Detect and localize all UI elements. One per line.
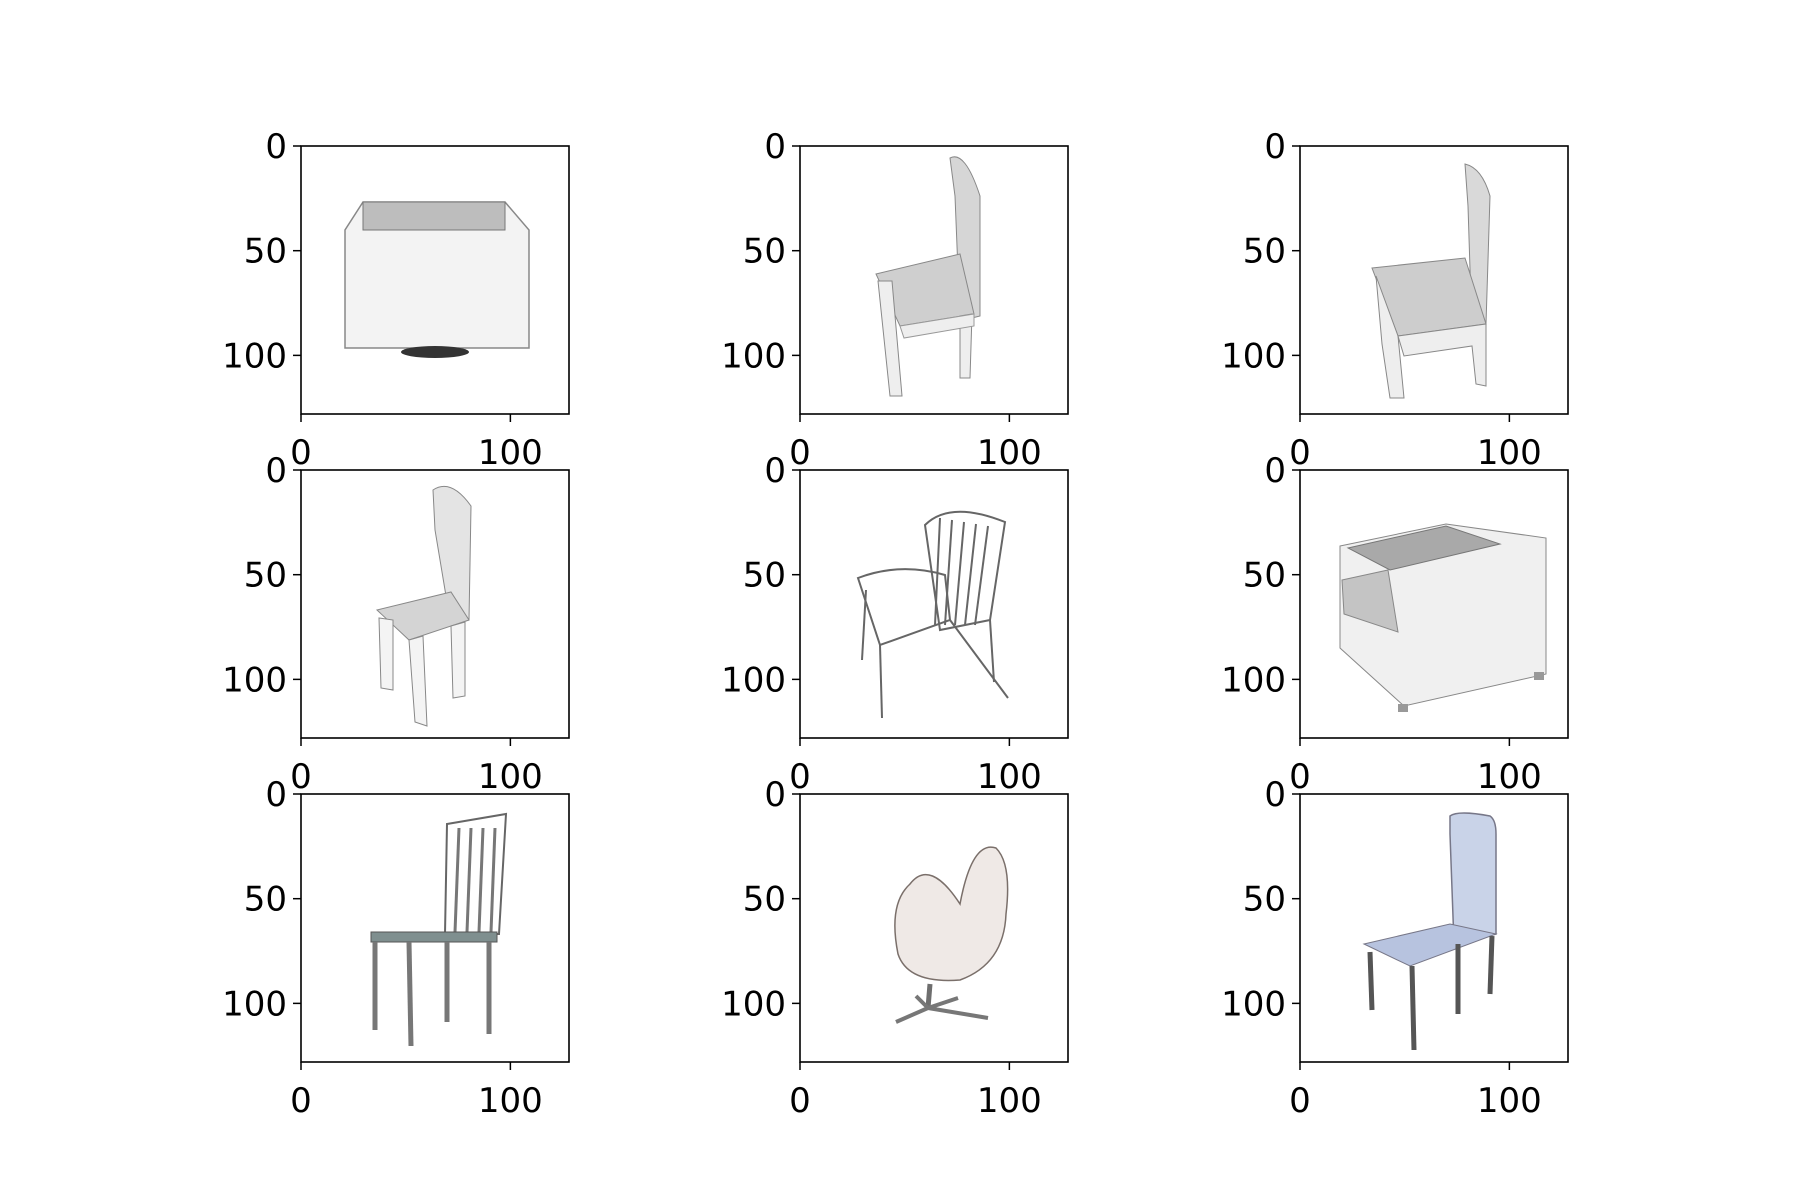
x-tick-label: 0	[290, 757, 312, 797]
box-chair-icon	[301, 146, 569, 414]
subplot-rattan-armchair: 0 50 100 0 100	[721, 451, 1069, 797]
x-tick-label: 100	[1477, 757, 1542, 797]
x-tick-label: 0	[789, 433, 811, 473]
x-tick-label: 0	[290, 433, 312, 473]
axes-frame	[1299, 793, 1569, 1063]
x-tick-label: 100	[1477, 433, 1542, 473]
x-tick-label: 100	[977, 1081, 1042, 1121]
chair-icon	[1300, 794, 1568, 1062]
y-tick-label: 50	[1243, 556, 1286, 596]
sofa-icon	[1300, 470, 1568, 738]
x-tick-label: 0	[290, 1081, 312, 1121]
chair-icon	[800, 146, 1068, 414]
y-tick-label: 0	[764, 451, 786, 491]
subplot-slat-back-chair: 0 50 100 0 100	[222, 775, 570, 1121]
y-tick-label: 0	[1264, 775, 1286, 815]
subplot-blue-dining-chair: 0 50 100 0 100	[1221, 775, 1569, 1121]
y-tick-label: 100	[721, 984, 786, 1024]
axes-frame	[799, 469, 1069, 739]
x-tick-label: 0	[1289, 1081, 1311, 1121]
x-tick-label: 100	[478, 1081, 543, 1121]
axes-frame	[300, 145, 570, 415]
subplot-sled-base-chair: 0 50 100 0 100	[1221, 127, 1569, 473]
y-tick-label: 100	[222, 336, 287, 376]
y-tick-label: 0	[1264, 127, 1286, 167]
axes-frame	[799, 145, 1069, 415]
chair-icon	[1300, 146, 1568, 414]
axes-frame	[1299, 469, 1569, 739]
y-tick-label: 100	[222, 660, 287, 700]
x-tick-label: 100	[478, 757, 543, 797]
x-tick-label: 100	[977, 757, 1042, 797]
x-tick-label: 0	[789, 1081, 811, 1121]
y-tick-label: 50	[743, 880, 786, 920]
chair-icon	[301, 470, 569, 738]
y-tick-label: 100	[1221, 984, 1286, 1024]
chair-icon	[301, 794, 569, 1062]
x-tick-label: 100	[1477, 1081, 1542, 1121]
subplot-curved-back-chair: 0 50 100 0 100	[721, 127, 1069, 473]
subplot-box-chair: 0 50 100 0 100	[222, 127, 570, 473]
x-tick-label: 0	[1289, 757, 1311, 797]
y-tick-label: 0	[265, 451, 287, 491]
y-tick-label: 0	[764, 127, 786, 167]
y-tick-label: 50	[244, 232, 287, 272]
x-tick-label: 100	[977, 433, 1042, 473]
lounge-chair-icon	[800, 794, 1068, 1062]
y-tick-label: 0	[764, 775, 786, 815]
y-tick-label: 100	[222, 984, 287, 1024]
subplot-swan-chair: 0 50 100 0 100	[721, 775, 1069, 1121]
y-tick-label: 50	[244, 880, 287, 920]
y-tick-label: 0	[265, 127, 287, 167]
axes-frame	[1299, 145, 1569, 415]
y-tick-label: 50	[743, 556, 786, 596]
x-tick-label: 0	[789, 757, 811, 797]
y-tick-label: 0	[1264, 451, 1286, 491]
subplot-grid: 0 50 100 0 100 0 50 100 0 100 0 50 100 0 100 0 50 100 0 100…	[222, 127, 1569, 1121]
x-tick-label: 0	[1289, 433, 1311, 473]
armchair-icon	[800, 470, 1068, 738]
subplot-tall-back-chair: 0 50 100 0 100	[222, 451, 570, 797]
axes-frame	[300, 469, 570, 739]
x-tick-label: 100	[478, 433, 543, 473]
y-tick-label: 50	[1243, 232, 1286, 272]
y-tick-label: 50	[1243, 880, 1286, 920]
y-tick-label: 100	[721, 660, 786, 700]
y-tick-label: 100	[721, 336, 786, 376]
axes-frame	[799, 793, 1069, 1063]
y-tick-label: 100	[1221, 660, 1286, 700]
subplot-sofa-box-chair: 0 50 100 0 100	[1221, 451, 1569, 797]
y-tick-label: 0	[265, 775, 287, 815]
y-tick-label: 100	[1221, 336, 1286, 376]
axes-frame	[300, 793, 570, 1063]
y-tick-label: 50	[743, 232, 786, 272]
y-tick-label: 50	[244, 556, 287, 596]
